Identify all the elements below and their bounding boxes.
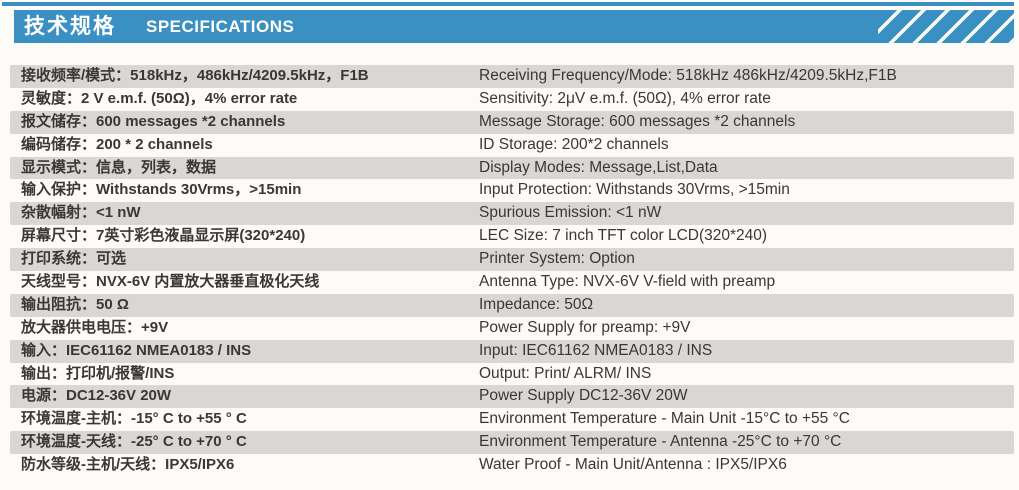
spec-row: 编码储存：200 * 2 channels ID Storage: 200*2 c… <box>10 134 1014 157</box>
spec-label-zh: 打印系统：可选 <box>21 250 127 268</box>
spec-row: 电源：DC12-36V 20W Power Supply DC12-36V 20W <box>10 385 1014 409</box>
spec-label-zh: 防水等级-主机/天线：IPX5/IPX6 <box>21 456 235 474</box>
spec-label-en: Environment Temperature - Main Unit -15°… <box>479 410 850 428</box>
spec-row: 输入：IEC61162 NMEA0183 / INS Input: IEC6116… <box>10 339 1014 363</box>
spec-label-zh: 输出：打印机/报警/INS <box>21 364 175 382</box>
top-accent-line <box>2 2 1014 6</box>
spec-label-zh: 环境温度-天线：-25° C to +70 ° C <box>21 433 247 451</box>
spec-label-zh: 放大器供电电压：+9V <box>21 318 169 336</box>
spec-label-zh: 环境温度-主机：-15° C to +55 ° C <box>21 410 247 428</box>
spec-row: 屏幕尺寸：7英寸彩色液晶显示屏(320*240) LEC Size: 7 inch… <box>10 225 1014 248</box>
spec-label-zh: 屏幕尺寸：7英寸彩色液晶显示屏(320*240) <box>21 227 306 245</box>
spec-label-en: Printer System: Option <box>479 250 635 268</box>
spec-label-zh: 报文储存：600 messages *2 channels <box>21 112 286 130</box>
spec-label-zh: 编码储存：200 * 2 channels <box>21 135 213 153</box>
spec-row: 杂散幅射：<1 nW Spurious Emission: <1 nW <box>10 202 1014 226</box>
spec-label-zh: 电源：DC12-36V 20W <box>21 387 172 405</box>
spec-label-en: LEC Size: 7 inch TFT color LCD(320*240) <box>479 227 768 245</box>
spec-label-en: Environment Temperature - Antenna -25°C … <box>479 433 842 451</box>
spec-label-en: Antenna Type: NVX-6V V-field with preamp <box>479 273 776 291</box>
spec-label-en: Receiving Frequency/Mode: 518kHz 486kHz/… <box>479 67 897 84</box>
spec-row: 打印系统：可选 Printer System: Option <box>10 248 1014 272</box>
section-title-en: SPECIFICATIONS <box>146 17 295 36</box>
spec-row: 天线型号：NVX-6V 内置放大器垂直极化天线 Antenna Type: NVX… <box>10 271 1014 294</box>
spec-label-en: Sensitivity: 2μV e.m.f. (50Ω), 4% error … <box>479 89 771 107</box>
spec-label-zh: 输出阻抗：50 Ω <box>21 295 129 313</box>
spec-row: 显示模式：信息，列表，数据 Display Modes: Message,List… <box>10 156 1014 180</box>
spec-label-zh: 输入：IEC61162 NMEA0183 / INS <box>21 341 252 359</box>
spec-label-en: Water Proof - Main Unit/Antenna : IPX5/I… <box>479 456 787 474</box>
spec-row: 输出阻抗：50 Ω Impedance: 50Ω <box>10 293 1014 317</box>
spec-label-en: Impedance: 50Ω <box>479 295 594 313</box>
spec-label-zh: 输入保护：Withstands 30Vrms，>15min <box>21 181 302 199</box>
spec-label-zh: 灵敏度：2 V e.m.f. (50Ω)，4% error rate <box>21 89 298 107</box>
spec-row: 防水等级-主机/天线：IPX5/IPX6 Water Proof - Main U… <box>10 454 1014 477</box>
spec-row: 环境温度-主机：-15° C to +55 ° C Environment Tem… <box>10 408 1014 431</box>
spec-label-zh: 杂散幅射：<1 nW <box>21 204 141 222</box>
spec-label-en: ID Storage: 200*2 channels <box>479 135 669 153</box>
section-title-zh: 技术规格 <box>24 15 116 38</box>
spec-label-zh: 天线型号：NVX-6V 内置放大器垂直极化天线 <box>21 273 320 291</box>
spec-row: 灵敏度：2 V e.m.f. (50Ω)，4% error rate Sensit… <box>10 88 1014 111</box>
spec-label-zh: 显示模式：信息，列表，数据 <box>21 158 217 176</box>
spec-row: 输出：打印机/报警/INS Output: Print/ ALRM/ INS <box>10 363 1014 386</box>
spec-label-en: Power Supply DC12-36V 20W <box>479 387 688 405</box>
spec-label-zh: 接收频率/模式：518kHz，486kHz/4209.5kHz，F1B <box>21 67 369 84</box>
spec-row: 环境温度-天线：-25° C to +70 ° C Environment Tem… <box>10 431 1014 455</box>
section-header: 技术规格 SPECIFICATIONS <box>14 10 1014 43</box>
spec-row: 输入保护：Withstands 30Vrms，>15min Input Prote… <box>10 179 1014 202</box>
spec-label-en: Spurious Emission: <1 nW <box>479 204 662 222</box>
spec-table: 接收频率/模式：518kHz，486kHz/4209.5kHz，F1B Recei… <box>10 65 1014 477</box>
spec-label-en: Message Storage: 600 messages *2 channel… <box>479 112 796 130</box>
spec-label-en: Display Modes: Message,List,Data <box>479 158 718 176</box>
spec-row: 报文储存：600 messages *2 channels Message Sto… <box>10 110 1014 134</box>
spec-label-en: Power Supply for preamp: +9V <box>479 318 691 336</box>
spec-label-en: Output: Print/ ALRM/ INS <box>479 364 652 382</box>
diagonal-stripes-decoration <box>878 10 1014 43</box>
spec-label-en: Input Protection: Withstands 30Vrms, >15… <box>479 181 790 199</box>
spec-row: 放大器供电电压：+9V Power Supply for preamp: +9V <box>10 317 1014 340</box>
spec-label-en: Input: IEC61162 NMEA0183 / INS <box>479 341 713 359</box>
spec-row: 接收频率/模式：518kHz，486kHz/4209.5kHz，F1B Recei… <box>10 65 1014 88</box>
